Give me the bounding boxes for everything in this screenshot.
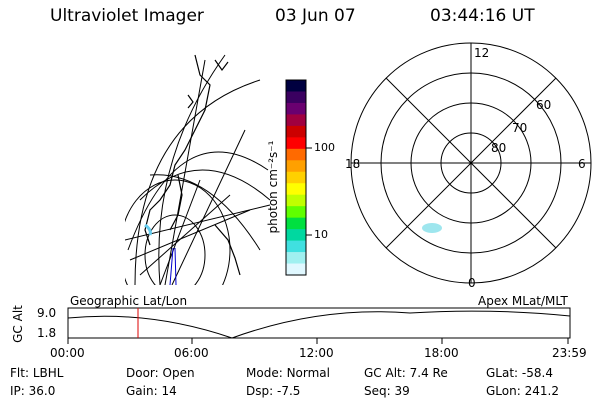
info-dsp: Dsp: -7.5 [246, 384, 301, 398]
info-seq: Seq: 39 [364, 384, 410, 398]
colorbar-tick-10: 10 [314, 228, 328, 241]
info-glon: GLon: 241.2 [486, 384, 559, 398]
timeline-y-tick-bottom: 1.8 [37, 326, 57, 340]
colorbar-segment [286, 206, 306, 219]
colorbar-segment [286, 194, 306, 207]
info-gain: Gain: 14 [126, 384, 177, 398]
instrument-title: Ultraviolet Imager [50, 6, 204, 26]
geographic-map [125, 54, 271, 285]
colorbar-segment [286, 91, 306, 104]
mlt-label-0: 0 [468, 276, 476, 290]
colorbar-segment [286, 80, 306, 93]
date-label: 03 Jun 07 [275, 6, 356, 26]
colorbar-tick-100: 100 [314, 141, 335, 154]
lat-label-70: 70 [512, 121, 528, 135]
timeline-right-label: Apex MLat/MLT [478, 294, 568, 308]
mlt-label-6: 6 [578, 157, 586, 171]
colorbar-segment [286, 114, 306, 127]
timeline-y-tick-top: 9.0 [37, 306, 57, 320]
timeline-x-tick: 00:00 [50, 346, 85, 360]
info-flt: Flt: LBHL [10, 366, 64, 380]
colorbar-segment [286, 171, 306, 184]
colorbar [285, 79, 312, 276]
mlt-label-12: 12 [474, 46, 490, 60]
colorbar-segment [286, 102, 306, 116]
lat-label-60: 60 [536, 98, 552, 112]
colorbar-unit-label: photon cm⁻²s⁻¹ [266, 140, 280, 234]
info-ip: IP: 36.0 [10, 384, 56, 398]
info-door: Door: Open [126, 366, 195, 380]
timeline-y-axis-label: GC Alt [11, 305, 25, 343]
colorbar-segment [286, 263, 306, 276]
colorbar-segment [286, 240, 306, 253]
colorbar-segment [286, 125, 306, 138]
timeline-x-tick: 06:00 [174, 346, 209, 360]
timeline-x-tick: 18:00 [424, 346, 459, 360]
colorbar-segment [286, 183, 306, 196]
timeline-x-tick: 12:00 [299, 346, 334, 360]
info-glat: GLat: -58.4 [486, 366, 553, 380]
info-gc-alt: GC Alt: 7.4 Re [364, 366, 448, 380]
aurora-patch [422, 223, 442, 233]
colorbar-segment [286, 217, 306, 230]
colorbar-segment [286, 148, 306, 161]
lat-label-80: 80 [491, 141, 507, 155]
colorbar-segment [286, 252, 306, 265]
time-label: 03:44:16 UT [430, 6, 535, 26]
polar-plot [350, 42, 592, 284]
colorbar-segment [286, 137, 306, 150]
colorbar-segment [286, 229, 306, 242]
mlt-label-18: 18 [345, 157, 361, 171]
timeline-plot [67, 307, 571, 344]
info-mode: Mode: Normal [246, 366, 330, 380]
colorbar-segment [286, 160, 306, 173]
timeline-left-label: Geographic Lat/Lon [70, 294, 188, 308]
timeline-x-tick: 23:59 [552, 346, 587, 360]
